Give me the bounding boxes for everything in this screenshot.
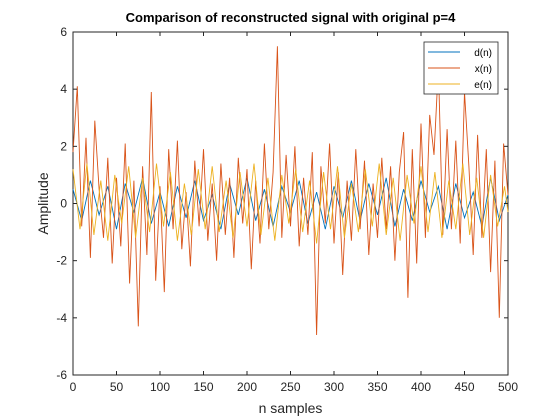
x-axis-label: n samples [259, 400, 323, 416]
x-tick-label: 50 [110, 380, 124, 394]
x-tick-label: 500 [498, 380, 518, 394]
legend-label: e(n) [474, 80, 492, 91]
x-tick-label: 400 [411, 380, 431, 394]
y-tick-label: -4 [56, 311, 67, 325]
chart-title: Comparison of reconstructed signal with … [126, 10, 457, 25]
series-layer [72, 46, 509, 336]
x-tick-label: 450 [454, 380, 474, 394]
series-line-2 [72, 46, 509, 336]
tick-layer: 0 50 100 150 200 250 300 350 400 450 500 -6 -4 -2 0 2 4 6 [56, 25, 518, 394]
x-tick-label: 150 [193, 380, 213, 394]
series-line-3 [72, 163, 509, 244]
x-tick-label: 350 [367, 380, 387, 394]
legend[interactable]: d(n) x(n) e(n) [423, 41, 499, 95]
x-tick-label: 300 [324, 380, 344, 394]
legend-label: d(n) [474, 48, 492, 59]
y-tick-label: 0 [60, 197, 67, 211]
x-tick-label: 0 [70, 380, 77, 394]
y-axis-label: Amplitude [35, 172, 51, 234]
y-tick-label: -6 [56, 368, 67, 382]
y-tick-label: -2 [56, 254, 67, 268]
x-tick-label: 100 [150, 380, 170, 394]
y-tick-label: 4 [60, 82, 67, 96]
legend-label: x(n) [475, 64, 492, 75]
x-tick-label: 250 [280, 380, 300, 394]
x-tick-label: 200 [237, 380, 257, 394]
y-tick-label: 6 [60, 25, 67, 39]
y-tick-label: 2 [60, 139, 67, 153]
